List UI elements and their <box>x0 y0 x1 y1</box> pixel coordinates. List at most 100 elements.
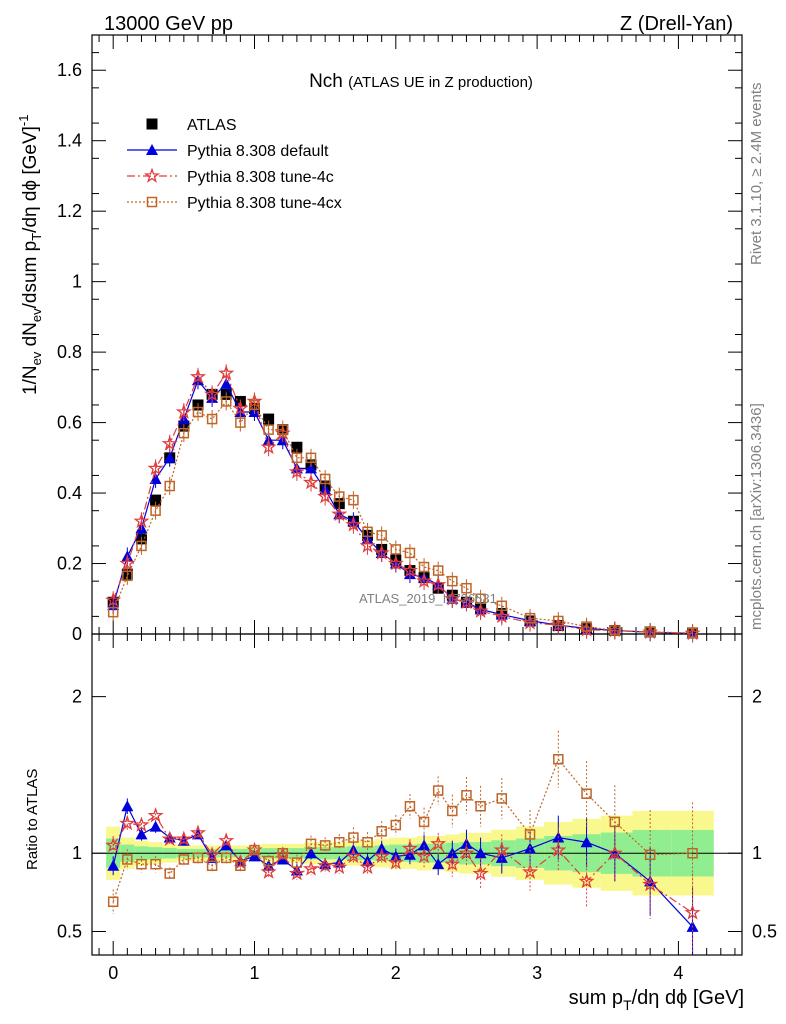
data-point <box>334 491 345 502</box>
data-point <box>232 400 249 416</box>
data-point <box>249 399 260 411</box>
legend-marker <box>146 144 158 155</box>
bottom-frame <box>91 633 743 956</box>
ratio-point <box>107 859 120 871</box>
ratio-point <box>376 826 387 837</box>
ratio-point <box>375 842 388 854</box>
ratio-point <box>524 842 537 854</box>
ytick-label-top: 0.6 <box>57 413 82 433</box>
ratio-point <box>430 835 447 851</box>
data-point <box>404 547 416 559</box>
data-point <box>133 512 150 529</box>
ratio-line <box>112 758 693 902</box>
ratio-point <box>135 828 148 840</box>
xtick-label: 4 <box>673 963 683 983</box>
data-point <box>430 576 447 592</box>
y-axis-label-top: 1/Nev dNev/dsum pT/dη dϕ [GeV]-1 <box>16 115 44 396</box>
data-point <box>461 582 472 594</box>
ratio-point <box>644 849 656 861</box>
ratio-point <box>687 847 698 859</box>
data-point <box>136 540 147 552</box>
ratio-point <box>161 830 178 847</box>
ratio-line <box>112 814 693 914</box>
title-main: Nch <box>309 71 343 92</box>
ratio-point <box>493 841 510 857</box>
ratio-point <box>105 836 122 853</box>
ytick-label-top: 0.2 <box>57 554 82 574</box>
data-point <box>164 480 175 492</box>
ytick-label-top: 1.6 <box>57 60 82 80</box>
ratio-point <box>218 832 235 848</box>
ratio-point <box>496 793 508 804</box>
data-point <box>496 600 508 612</box>
data-point <box>178 427 190 439</box>
data-point <box>263 424 274 435</box>
ratio-point <box>348 832 359 843</box>
ratio-point <box>235 860 246 871</box>
ratio-point <box>432 785 444 796</box>
data-point <box>291 441 303 453</box>
ratio-point <box>416 847 433 864</box>
ratio-point <box>524 829 536 840</box>
data-point <box>305 452 317 464</box>
data-point <box>444 590 461 606</box>
ratio-point <box>119 815 136 831</box>
ratio-point <box>334 837 345 848</box>
header-left: 13000 GeV pp <box>104 13 233 35</box>
header-right: Z (Drell-Yan) <box>620 13 733 35</box>
ratio-point <box>387 854 404 870</box>
ratio-point <box>317 857 334 873</box>
ratio-point <box>121 800 134 812</box>
data-point <box>161 435 178 451</box>
data-point <box>390 544 402 555</box>
ratio-point <box>249 844 260 856</box>
ratio-point <box>390 819 402 831</box>
data-point <box>218 364 235 381</box>
data-point <box>581 621 592 632</box>
data-point <box>553 615 564 627</box>
ratio-point <box>192 852 204 864</box>
data-point <box>493 607 510 624</box>
data-point <box>416 572 433 589</box>
data-point <box>263 413 275 425</box>
ratio-point <box>345 847 362 864</box>
data-point <box>291 452 303 464</box>
ratio-point <box>474 847 487 859</box>
data-point <box>175 403 192 419</box>
ratio-point <box>418 839 431 851</box>
ytick-label-top: 0.8 <box>57 342 82 362</box>
ratio-point <box>305 838 317 850</box>
data-point <box>687 627 698 639</box>
ratio-point <box>580 836 593 848</box>
legend-label: ATLAS <box>187 117 237 134</box>
data-point <box>192 406 204 418</box>
data-point <box>432 565 444 576</box>
data-point <box>260 438 277 455</box>
data-point <box>147 459 164 476</box>
legend: ATLAS Pythia 8.308 default Pythia 8.308 tu… <box>127 117 342 212</box>
ratio-point <box>220 852 232 864</box>
ratio-point <box>447 805 458 817</box>
data-point <box>288 463 305 479</box>
watermark: ATLAS_2019_I1736531 <box>359 591 497 606</box>
ratio-point <box>147 807 164 823</box>
ratio-point <box>403 848 416 860</box>
series-ratio-2 <box>107 730 698 914</box>
mcplots-label: mcplots.cern.ch [arXiv:1306.3436] <box>748 403 765 630</box>
ratio-point <box>319 840 331 851</box>
series-line <box>112 400 693 634</box>
ratio-point <box>475 800 486 812</box>
xtick-label: 1 <box>249 963 259 983</box>
ytick-label-bottom: 1 <box>72 843 82 863</box>
x-axis-label: sum pT/dη dϕ [GeV] <box>569 987 744 1013</box>
data-point <box>105 591 122 607</box>
data-point <box>122 570 133 582</box>
ratio-point <box>189 824 207 840</box>
ytick-label-top: 1.2 <box>57 201 82 221</box>
ytick-label-bottom-right: 2 <box>752 687 762 707</box>
ratio-point <box>248 850 261 862</box>
data-point <box>644 626 656 638</box>
data-series <box>105 364 701 955</box>
ratio-point <box>164 868 175 879</box>
data-point <box>277 424 289 435</box>
